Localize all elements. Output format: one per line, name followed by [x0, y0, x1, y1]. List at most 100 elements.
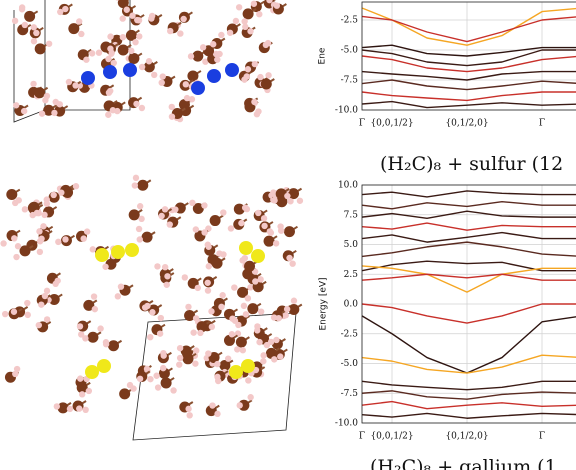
hydrogen-atom — [136, 33, 143, 40]
band-line — [361, 303, 576, 324]
hydrogen-atom — [241, 76, 248, 83]
hydrogen-atom — [36, 228, 43, 235]
y-tick-label: 5.0 — [344, 240, 359, 250]
hydrogen-atom — [119, 15, 126, 22]
band-line — [361, 231, 576, 243]
hetero-atom — [95, 248, 109, 262]
hydrogen-atom — [168, 113, 176, 120]
hydrogen-atom — [205, 350, 212, 357]
band-line — [361, 265, 576, 293]
hydrogen-atom — [252, 278, 259, 285]
hydrogen-atom — [241, 18, 248, 25]
hydrogen-atom — [119, 34, 127, 41]
hydrogen-atom — [273, 2, 281, 9]
hydrogen-atom — [185, 405, 192, 413]
hydrogen-atom — [154, 263, 161, 270]
hydrogen-atom — [271, 356, 278, 363]
hydrogen-atom — [241, 204, 249, 211]
hetero-atom — [123, 63, 137, 77]
hydrogen-atom — [257, 276, 264, 283]
hydrogen-atom — [229, 315, 236, 322]
hydrogen-atom — [76, 18, 83, 25]
hydrogen-atom — [242, 311, 250, 318]
band-line — [361, 210, 576, 220]
hydrogen-atom — [158, 79, 165, 86]
hydrogen-atom — [187, 53, 195, 60]
hydrogen-atom — [218, 303, 225, 311]
hydrogen-atom — [244, 66, 252, 73]
hydrogen-atom — [135, 225, 143, 233]
y-tick-label: -7.5 — [341, 76, 359, 86]
band-line — [361, 15, 576, 43]
carbon-atom — [260, 78, 272, 90]
hydrogen-atom — [189, 199, 196, 207]
hydrogen-atom — [272, 240, 280, 247]
hydrogen-atom — [132, 38, 139, 46]
hydrogen-atom — [167, 27, 174, 35]
band-line — [361, 241, 576, 258]
hydrogen-atom — [161, 206, 169, 213]
hydrogen-atom — [138, 104, 146, 112]
carbon-atom — [219, 359, 231, 371]
carbon-atom — [87, 331, 99, 343]
carbon-atom — [62, 186, 74, 198]
carbon-atom — [233, 203, 245, 215]
hydrogen-atom — [256, 338, 263, 346]
hydrogen-atom — [290, 297, 298, 304]
hydrogen-atom — [265, 72, 272, 79]
hydrogen-atom — [95, 49, 103, 56]
carbon-atom — [19, 245, 31, 257]
hydrogen-atom — [77, 375, 84, 382]
hydrogen-atom — [193, 347, 200, 354]
hydrogen-atom — [134, 16, 141, 24]
hydrogen-atom — [182, 81, 189, 88]
hydrogen-atom — [241, 254, 249, 262]
hydrogen-atom — [245, 377, 252, 384]
hydrogen-atom — [62, 5, 69, 13]
hydrogen-atom — [227, 225, 235, 232]
hydrogen-atom — [11, 235, 18, 242]
hydrogen-atom — [15, 197, 22, 204]
carbon-atom — [128, 209, 140, 221]
x-tick-label: Γ — [359, 119, 365, 129]
carbon-atom — [117, 0, 129, 9]
carbon-atom — [125, 29, 137, 41]
hetero-atom — [241, 359, 255, 373]
carbon-atom — [247, 303, 259, 315]
hydrogen-atom — [197, 329, 204, 337]
hydrogen-atom — [202, 58, 209, 65]
hydrogen-atom — [254, 323, 261, 330]
band-line — [361, 44, 576, 57]
carbon-atom — [288, 188, 300, 200]
hydrogen-atom — [14, 243, 22, 250]
hydrogen-atom — [160, 349, 167, 357]
hydrogen-atom — [247, 394, 254, 401]
hydrogen-atom — [208, 308, 215, 315]
hydrogen-atom — [102, 263, 109, 270]
hydrogen-atom — [55, 238, 62, 246]
band-line — [361, 49, 576, 67]
hydrogen-atom — [41, 292, 49, 300]
hydrogen-atom — [156, 330, 164, 337]
hydrogen-atom — [78, 30, 85, 38]
hydrogen-atom — [110, 59, 117, 67]
hydrogen-atom — [97, 325, 104, 332]
hydrogen-atom — [235, 4, 243, 11]
hydrogen-atom — [204, 279, 211, 286]
hydrogen-atom — [43, 200, 51, 207]
hydrogen-atom — [204, 241, 211, 248]
hydrogen-atom — [153, 372, 160, 379]
band-line — [361, 412, 576, 419]
molecule-top — [11, 0, 287, 123]
plot-frame — [361, 184, 576, 424]
hydrogen-atom — [247, 284, 254, 291]
hydrogen-atom — [83, 228, 91, 235]
hydrogen-atom — [115, 0, 120, 1]
hydrogen-atom — [267, 229, 275, 236]
hydrogen-atom — [236, 402, 243, 409]
hydrogen-atom — [129, 12, 136, 19]
hydrogen-atom — [257, 308, 265, 315]
hetero-atom — [225, 63, 239, 77]
hydrogen-atom — [201, 229, 208, 236]
x-tick-label: {0,0,1/2} — [370, 432, 413, 442]
